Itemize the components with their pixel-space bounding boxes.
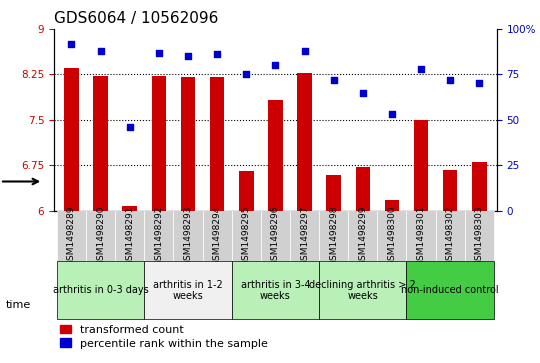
- Text: GSM1498300: GSM1498300: [387, 205, 396, 266]
- Text: GDS6064 / 10562096: GDS6064 / 10562096: [54, 12, 218, 26]
- Text: GSM1498298: GSM1498298: [329, 206, 338, 266]
- Text: arthritis in 0-3 days: arthritis in 0-3 days: [53, 285, 148, 295]
- FancyBboxPatch shape: [202, 211, 232, 261]
- Point: [388, 111, 396, 117]
- Point: [271, 62, 280, 68]
- FancyBboxPatch shape: [436, 211, 465, 261]
- Text: GSM1498295: GSM1498295: [242, 206, 251, 266]
- Bar: [123, 206, 137, 211]
- FancyBboxPatch shape: [173, 211, 202, 261]
- FancyBboxPatch shape: [144, 211, 173, 261]
- Point: [154, 50, 163, 56]
- Bar: [210, 77, 225, 211]
- Legend: transformed count, percentile rank within the sample: transformed count, percentile rank withi…: [59, 325, 267, 348]
- Text: GSM1498290: GSM1498290: [96, 206, 105, 266]
- Bar: [384, 200, 399, 211]
- Bar: [239, 171, 254, 211]
- FancyBboxPatch shape: [86, 211, 115, 261]
- Point: [300, 48, 309, 54]
- FancyBboxPatch shape: [57, 261, 144, 319]
- Bar: [443, 170, 457, 211]
- Text: time: time: [5, 300, 31, 310]
- FancyBboxPatch shape: [115, 211, 144, 261]
- Bar: [326, 175, 341, 211]
- Point: [359, 90, 367, 95]
- FancyBboxPatch shape: [465, 211, 494, 261]
- FancyBboxPatch shape: [348, 211, 377, 261]
- Bar: [64, 68, 79, 211]
- Point: [446, 77, 455, 83]
- Text: GSM1498297: GSM1498297: [300, 206, 309, 266]
- Text: GSM1498292: GSM1498292: [154, 206, 164, 266]
- FancyBboxPatch shape: [232, 211, 261, 261]
- FancyBboxPatch shape: [144, 261, 232, 319]
- Text: non-induced control: non-induced control: [401, 285, 499, 295]
- Bar: [268, 101, 282, 211]
- Text: GSM1498293: GSM1498293: [184, 206, 192, 266]
- Point: [184, 53, 192, 59]
- Bar: [152, 76, 166, 211]
- Point: [67, 41, 76, 46]
- FancyBboxPatch shape: [261, 211, 290, 261]
- Bar: [181, 77, 195, 211]
- Point: [96, 48, 105, 54]
- FancyBboxPatch shape: [232, 261, 319, 319]
- Text: GSM1498299: GSM1498299: [359, 206, 367, 266]
- Text: GSM1498302: GSM1498302: [446, 206, 455, 266]
- Bar: [355, 167, 370, 211]
- FancyBboxPatch shape: [290, 211, 319, 261]
- Bar: [414, 120, 428, 211]
- FancyBboxPatch shape: [377, 211, 407, 261]
- Point: [242, 72, 251, 77]
- Text: arthritis in 3-4
weeks: arthritis in 3-4 weeks: [241, 280, 310, 301]
- Point: [125, 124, 134, 130]
- Bar: [93, 76, 108, 211]
- Text: GSM1498294: GSM1498294: [213, 206, 221, 266]
- Text: GSM1498303: GSM1498303: [475, 205, 484, 266]
- Bar: [297, 73, 312, 211]
- FancyBboxPatch shape: [319, 211, 348, 261]
- Point: [329, 77, 338, 83]
- Text: GSM1498296: GSM1498296: [271, 206, 280, 266]
- Text: declining arthritis > 2
weeks: declining arthritis > 2 weeks: [309, 280, 416, 301]
- Point: [475, 81, 484, 86]
- Point: [417, 66, 426, 72]
- FancyBboxPatch shape: [319, 261, 407, 319]
- Text: GSM1498301: GSM1498301: [416, 205, 426, 266]
- Bar: [472, 162, 487, 211]
- Point: [213, 52, 221, 57]
- Text: GSM1498289: GSM1498289: [67, 206, 76, 266]
- FancyBboxPatch shape: [407, 211, 436, 261]
- FancyBboxPatch shape: [407, 261, 494, 319]
- Text: arthritis in 1-2
weeks: arthritis in 1-2 weeks: [153, 280, 223, 301]
- Text: GSM1498291: GSM1498291: [125, 206, 134, 266]
- FancyBboxPatch shape: [57, 211, 86, 261]
